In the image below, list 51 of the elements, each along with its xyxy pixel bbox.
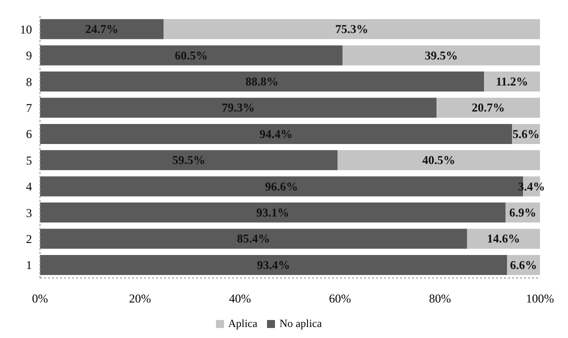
y-tick-label: 8	[26, 74, 32, 89]
bar	[164, 19, 540, 40]
data-label: 85.4%	[237, 232, 270, 246]
data-label: 94.4%	[260, 126, 292, 141]
bar	[40, 228, 467, 249]
data-label: 93.4%	[257, 258, 290, 272]
bar	[436, 98, 540, 118]
data-label: 14.6%	[487, 232, 520, 246]
x-tick-label: 80%	[429, 292, 451, 306]
y-tick-label: 3	[26, 206, 32, 220]
bar	[40, 19, 164, 40]
data-label: 6.9%	[509, 206, 536, 220]
data-label: 88.8%	[246, 74, 278, 89]
x-tick-label: 100%	[526, 292, 554, 306]
data-label: 6.6%	[510, 258, 537, 272]
data-label: 40.5%	[422, 153, 456, 168]
data-label: 79.3%	[222, 100, 255, 115]
x-tick-label: 0%	[32, 292, 48, 306]
y-tick-label: 2	[26, 232, 32, 246]
data-label: 75.3%	[335, 22, 368, 36]
y-tick-label: 4	[26, 180, 32, 194]
legend-label: No aplica	[279, 318, 322, 330]
bar	[342, 45, 540, 66]
data-label: 20.7%	[472, 100, 505, 115]
bar	[40, 150, 338, 170]
y-tick-label: 10	[20, 22, 32, 36]
data-label: 96.6%	[265, 179, 298, 194]
bar	[338, 150, 540, 170]
y-tick-label: 5	[26, 153, 32, 168]
data-label: 39.5%	[424, 48, 458, 62]
legend-label: Aplica	[228, 318, 258, 330]
data-label: 60.5%	[174, 48, 208, 62]
y-tick-label: 9	[26, 48, 32, 63]
x-tick-label: 60%	[329, 292, 351, 306]
bar	[467, 228, 540, 249]
x-tick-label: 40%	[229, 292, 251, 306]
bar	[40, 124, 512, 144]
y-tick-label: 6	[26, 127, 32, 142]
data-label: 24.7%	[85, 22, 118, 36]
bar	[40, 72, 484, 92]
bar	[40, 254, 507, 275]
data-label: 93.1%	[256, 206, 290, 220]
bar	[40, 202, 506, 223]
data-label: 5.6%	[512, 126, 540, 141]
y-tick-label: 1	[26, 258, 32, 272]
x-tick-label: 20%	[129, 292, 151, 306]
bar	[40, 98, 436, 118]
data-label: 59.5%	[172, 153, 206, 168]
bar	[40, 45, 342, 66]
data-label: 11.2%	[496, 74, 528, 89]
y-tick-label: 7	[26, 100, 32, 115]
